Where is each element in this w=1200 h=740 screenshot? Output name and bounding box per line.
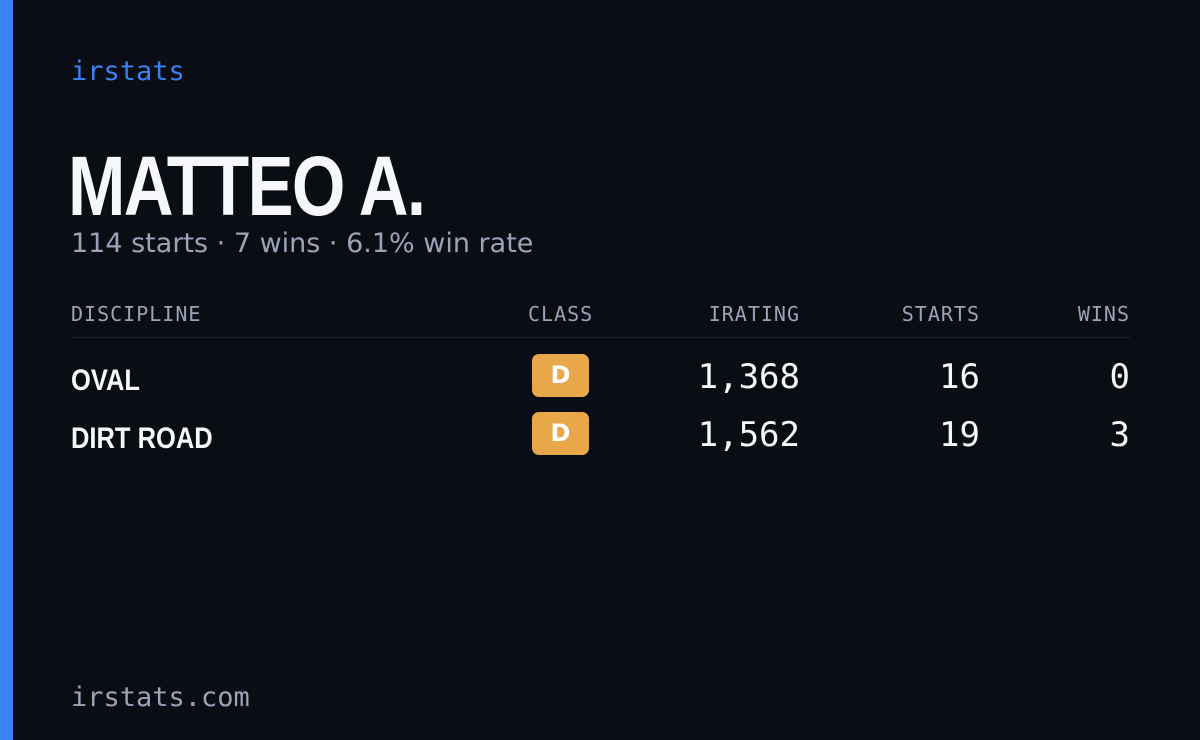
discipline: OVAL xyxy=(71,364,140,397)
column-header: WINS xyxy=(1077,302,1130,326)
column-header: DISCIPLINE xyxy=(71,302,202,326)
summary: 114 starts · 7 wins · 6.1% win rate xyxy=(71,228,534,259)
starts: 16 xyxy=(939,357,980,397)
wins: 0 xyxy=(1109,357,1130,397)
column-header: CLASS xyxy=(528,302,594,326)
brand: irstats xyxy=(71,56,185,87)
column-header: IRATING xyxy=(708,302,800,326)
starts: 19 xyxy=(939,415,980,455)
accent-bar xyxy=(0,0,13,740)
class-badge: D xyxy=(532,412,589,455)
discipline: DIRT ROAD xyxy=(71,422,213,455)
column-header: STARTS xyxy=(901,302,980,326)
irating: 1,368 xyxy=(697,357,800,397)
wins: 3 xyxy=(1109,415,1130,455)
irating: 1,562 xyxy=(697,415,800,455)
driver-name: MATTEO A. xyxy=(68,139,426,233)
footer-url: irstats.com xyxy=(71,682,250,713)
class-badge: D xyxy=(532,354,589,397)
divider xyxy=(71,337,1130,338)
